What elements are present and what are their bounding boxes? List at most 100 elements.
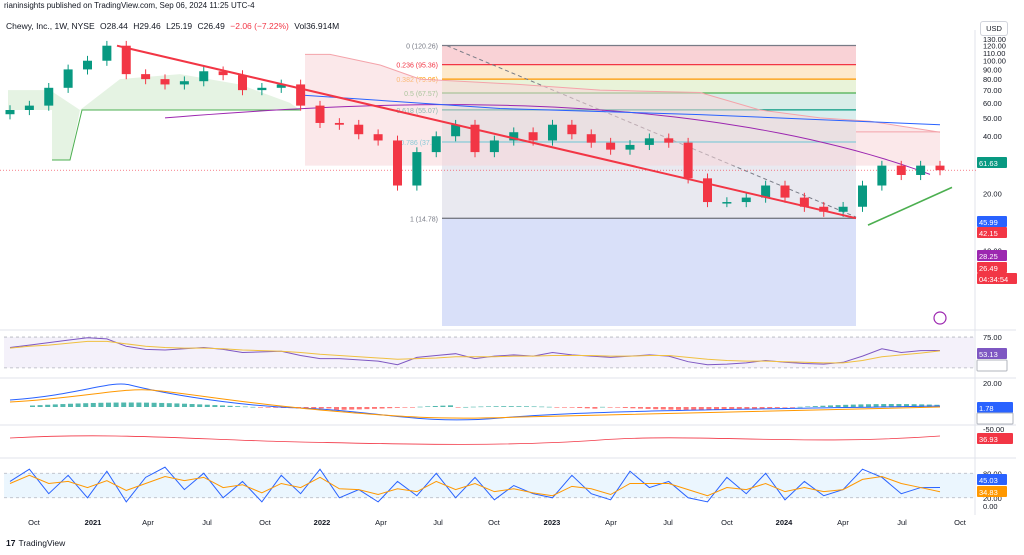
price-tick-label: 80.00: [983, 75, 1002, 84]
macd-histogram-bar: [311, 407, 317, 409]
price-tag-label: 04:34:54: [979, 275, 1008, 284]
macd-histogram-bar: [592, 407, 598, 409]
macd-histogram-bar: [904, 404, 909, 407]
macd-histogram-bar: [919, 404, 925, 407]
macd-histogram-bar: [683, 407, 689, 410]
candle-body: [838, 206, 848, 212]
macd-histogram-bar: [334, 407, 339, 410]
candle-body: [819, 206, 829, 212]
price-tag: [977, 157, 1007, 168]
rsi-tag-label: 52.53: [979, 362, 998, 371]
candle-body: [102, 45, 112, 61]
legend-symbol[interactable]: Chewy, Inc., 1W, NYSE: [6, 21, 95, 31]
candle-body: [431, 136, 441, 153]
macd-histogram-bar: [90, 402, 96, 407]
time-tick-label: Apr: [605, 518, 617, 527]
candle-body: [703, 178, 712, 203]
macd-histogram-bar: [356, 407, 362, 410]
macd-tag: [976, 412, 1014, 425]
price-tick-label: 100.00: [983, 57, 1006, 66]
macd-histogram-bar: [182, 403, 187, 407]
macd-histogram-bar: [858, 404, 864, 407]
macd-histogram-bar: [75, 403, 81, 407]
price-tick-label: 120.00: [983, 42, 1006, 51]
macd-histogram-bar: [250, 406, 256, 408]
macd-histogram-bar: [189, 404, 195, 407]
time-tick-label: Oct: [28, 518, 41, 527]
macd-histogram-bar: [759, 407, 765, 409]
macd-histogram-bar: [873, 404, 879, 407]
rsi-tag: [976, 359, 1008, 372]
macd-histogram-bar: [835, 405, 841, 407]
candle-body: [896, 165, 906, 175]
macd-histogram-bar: [265, 407, 271, 408]
time-tick-label: Apr: [837, 518, 849, 527]
macd-histogram-bar: [159, 402, 165, 407]
macd-histogram-bar: [455, 407, 461, 408]
macd-histogram-bar: [797, 406, 803, 408]
candle-body: [780, 185, 790, 198]
macd-histogram-bar: [68, 403, 73, 407]
price-tick-label: 40.00: [983, 132, 1002, 141]
macd-histogram-bar: [698, 407, 704, 410]
macd-histogram-bar: [326, 407, 332, 409]
candle-body: [664, 138, 674, 143]
macd-histogram-bar: [45, 404, 51, 407]
macd-histogram-bar: [144, 402, 149, 407]
candle-body: [412, 152, 422, 186]
stoch-tick-label: 80.00: [983, 469, 1002, 478]
candle-body: [528, 132, 538, 141]
price-tick-label: 130.00: [983, 35, 1006, 44]
currency-button[interactable]: USD: [980, 21, 1008, 36]
legend-change: −2.06 (−7.22%): [230, 21, 289, 31]
macd-histogram-bar: [242, 406, 248, 408]
macd-histogram-bar: [600, 406, 605, 408]
candle-body: [761, 185, 771, 198]
moving-average-slow: [164, 104, 931, 175]
macd-histogram-bar: [410, 407, 415, 408]
macd-histogram-bar: [387, 407, 393, 409]
candle-body: [799, 197, 809, 207]
rsi-tick-label: 75.00: [983, 333, 1002, 342]
macd-histogram-bar: [767, 407, 773, 409]
macd-histogram-bar: [577, 407, 583, 408]
macd-histogram-bar: [668, 407, 674, 410]
candle-body: [877, 165, 887, 186]
macd-tag: [977, 433, 1013, 444]
macd-histogram-bar: [774, 407, 780, 408]
brand-label: TradingView: [18, 538, 66, 548]
candle-body: [179, 81, 189, 85]
macd-histogram-bar: [417, 406, 423, 408]
macd-histogram-bar: [820, 405, 826, 407]
macd-histogram-bar: [30, 405, 35, 407]
macd-histogram-bar: [463, 406, 469, 408]
macd-histogram-bar: [660, 407, 666, 410]
macd-histogram-bar: [539, 406, 545, 408]
candle-body: [160, 79, 170, 85]
macd-histogram-bar: [911, 404, 917, 407]
candle-body: [470, 124, 480, 153]
macd-histogram-bar: [402, 407, 408, 408]
candle-body: [722, 202, 732, 204]
time-tick-label: Apr: [142, 518, 154, 527]
macd-histogram-bar: [197, 404, 203, 407]
price-tag-label: 61.63: [979, 159, 998, 168]
candle-body: [683, 142, 693, 179]
macd-histogram-bar: [432, 405, 438, 407]
macd-histogram-bar: [235, 406, 241, 407]
candle-body: [199, 71, 209, 82]
macd-histogram-bar: [516, 406, 522, 407]
candle-body: [121, 45, 131, 75]
macd-histogram-bar: [714, 407, 719, 410]
time-tick-label: Oct: [488, 518, 501, 527]
time-tick-label: Oct: [954, 518, 967, 527]
candle-body: [334, 122, 344, 125]
fib-zone: [442, 45, 856, 65]
stoch-tag: [977, 486, 1007, 497]
stoch-tag-label: 34.83: [979, 488, 998, 497]
time-tick-label: Jul: [202, 518, 212, 527]
price-tick-label: 20.00: [983, 189, 1002, 198]
fib-zone: [442, 64, 856, 80]
macd-histogram-bar: [622, 407, 628, 408]
